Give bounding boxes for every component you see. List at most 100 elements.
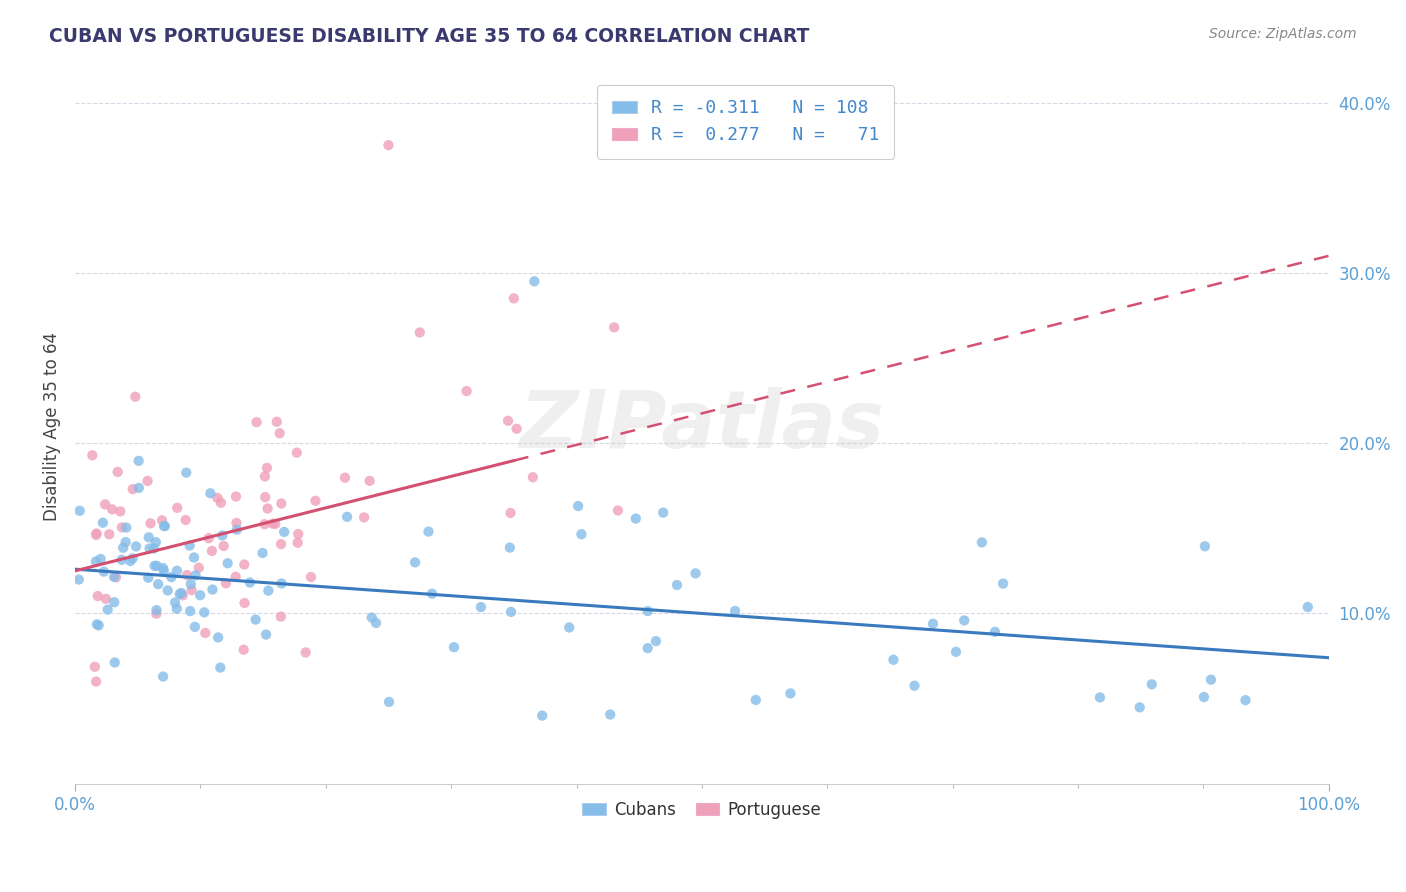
Point [128, 454, 150, 468]
Point [193, 605, 215, 619]
Point [745, 693, 768, 707]
Point [153, 564, 176, 578]
Point [922, 616, 945, 631]
Point [294, 645, 316, 659]
Point [256, 501, 278, 516]
Point [270, 576, 292, 591]
Point [360, 610, 382, 624]
Point [120, 554, 142, 568]
Point [364, 615, 387, 630]
Point [170, 586, 193, 600]
Point [522, 470, 544, 484]
Text: CUBAN VS PORTUGUESE DISABILITY AGE 35 TO 64 CORRELATION CHART: CUBAN VS PORTUGUESE DISABILITY AGE 35 TO… [49, 27, 810, 45]
Point [143, 558, 166, 573]
Point [136, 474, 159, 488]
Point [180, 582, 202, 597]
Point [215, 576, 238, 591]
Point [270, 609, 292, 624]
Point [136, 571, 159, 585]
Point [174, 513, 197, 527]
Point [470, 600, 492, 615]
Point [606, 503, 628, 517]
Point [201, 544, 224, 558]
Point [172, 588, 194, 602]
Y-axis label: Disability Age 35 to 64: Disability Age 35 to 64 [44, 332, 60, 521]
Point [666, 578, 689, 592]
Point [945, 645, 967, 659]
Point [217, 556, 239, 570]
Point [232, 642, 254, 657]
Point [270, 496, 292, 510]
Point [94, 497, 117, 511]
Point [233, 558, 256, 572]
Point [156, 583, 179, 598]
Point [200, 486, 222, 500]
Point [166, 601, 188, 615]
Point [165, 595, 187, 609]
Point [87, 618, 110, 632]
Point [150, 513, 173, 527]
Point [262, 516, 284, 531]
Point [82, 448, 104, 462]
Point [254, 490, 277, 504]
Point [187, 560, 209, 574]
Point [409, 326, 432, 340]
Point [269, 426, 291, 441]
Point [420, 587, 443, 601]
Point [359, 474, 381, 488]
Point [266, 415, 288, 429]
Point [125, 540, 148, 554]
Point [93, 565, 115, 579]
Point [299, 570, 322, 584]
Point [1234, 693, 1257, 707]
Point [252, 546, 274, 560]
Point [624, 511, 647, 525]
Point [184, 620, 207, 634]
Point [114, 535, 136, 549]
Point [103, 595, 125, 609]
Point [86, 526, 108, 541]
Point [225, 516, 247, 530]
Point [1140, 677, 1163, 691]
Point [179, 604, 201, 618]
Point [110, 504, 132, 518]
Point [270, 537, 292, 551]
Point [138, 541, 160, 556]
Point [176, 568, 198, 582]
Point [166, 500, 188, 515]
Point [499, 506, 522, 520]
Point [146, 577, 169, 591]
Point [254, 627, 277, 641]
Point [1192, 690, 1215, 704]
Point [121, 482, 143, 496]
Point [194, 626, 217, 640]
Point [152, 669, 174, 683]
Point [138, 530, 160, 544]
Point [69, 504, 91, 518]
Point [84, 555, 107, 569]
Point [174, 466, 197, 480]
Point [107, 465, 129, 479]
Point [160, 570, 183, 584]
Point [86, 617, 108, 632]
Point [169, 587, 191, 601]
Point [83, 660, 105, 674]
Point [211, 528, 233, 542]
Point [685, 566, 707, 581]
Point [724, 604, 747, 618]
Point [637, 604, 659, 618]
Point [112, 541, 135, 555]
Point [505, 422, 527, 436]
Point [111, 553, 134, 567]
Point [98, 527, 121, 541]
Point [245, 613, 267, 627]
Point [253, 517, 276, 532]
Point [111, 520, 134, 534]
Point [991, 576, 1014, 591]
Text: Source: ZipAtlas.com: Source: ZipAtlas.com [1209, 27, 1357, 41]
Point [90, 552, 112, 566]
Point [984, 624, 1007, 639]
Point [571, 527, 593, 541]
Point [245, 415, 267, 429]
Point [353, 510, 375, 524]
